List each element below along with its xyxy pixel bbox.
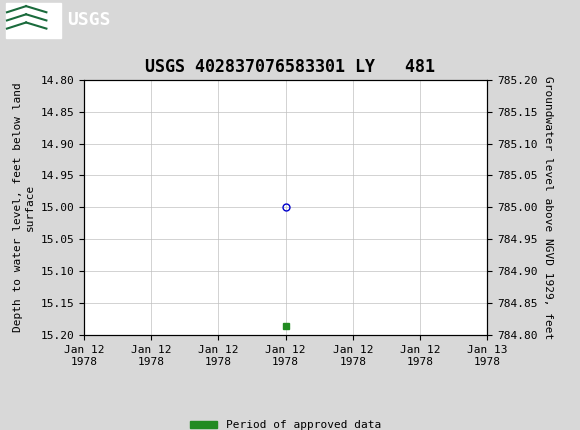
- Y-axis label: Depth to water level, feet below land
surface: Depth to water level, feet below land su…: [13, 83, 35, 332]
- Text: USGS: USGS: [67, 12, 110, 29]
- Text: USGS 402837076583301 LY   481: USGS 402837076583301 LY 481: [145, 58, 435, 76]
- Bar: [6, 3, 61, 37]
- Legend: Period of approved data: Period of approved data: [185, 416, 386, 430]
- Y-axis label: Groundwater level above NGVD 1929, feet: Groundwater level above NGVD 1929, feet: [543, 76, 553, 339]
